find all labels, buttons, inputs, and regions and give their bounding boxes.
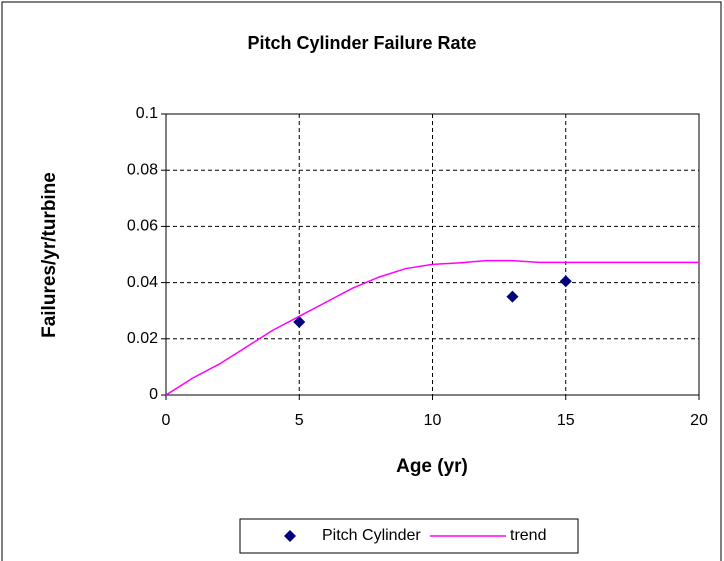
y-tick-label: 0.02 [127,330,158,347]
legend-box [239,518,579,554]
legend-label: Pitch Cylinder [322,527,421,544]
x-tick-label: 0 [162,412,171,429]
data-point [506,290,519,303]
x-tick-label: 10 [424,412,442,429]
y-tick-label: 0.1 [136,105,158,122]
trend-line [165,259,699,396]
chart-title: Pitch Cylinder Failure Rate [247,33,476,53]
x-tick-label: 5 [295,412,304,429]
y-axis-title: Failures/yr/turbine [39,172,60,338]
x-axis-title: Age (yr) [396,456,468,477]
y-tick-label: 0.04 [127,274,158,291]
legend-symbol [284,530,296,542]
y-tick-label: 0.06 [127,218,158,235]
y-tick-label: 0 [149,386,158,403]
y-tick-label: 0.08 [127,161,158,178]
data-point [293,315,306,328]
x-tick-label: 20 [690,412,708,429]
data-point [559,275,572,288]
legend-label: trend [510,527,546,544]
plot-border [165,113,700,396]
x-tick-label: 15 [557,412,575,429]
